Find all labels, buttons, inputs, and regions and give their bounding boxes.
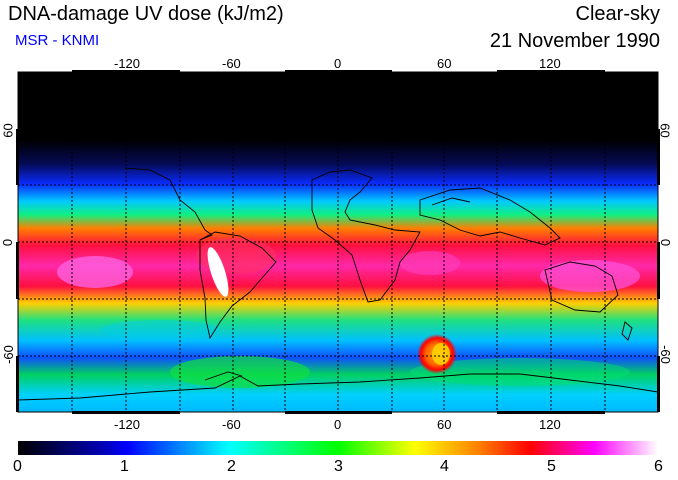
colorbar-label-6: 6 <box>654 458 663 475</box>
antarctic-green-band <box>170 356 310 388</box>
colorbar-label-5: 5 <box>547 458 556 475</box>
lon-tick-bottom-5: 120 <box>539 417 561 432</box>
lon-tick-top-5: 120 <box>539 56 561 71</box>
lon-tick-bottom-2: -60 <box>222 417 241 432</box>
lon-tick-bottom-3: 0 <box>334 417 342 432</box>
australia-coast <box>544 261 619 313</box>
west-pacific-dose-patch <box>540 260 640 292</box>
southern-green-band <box>410 358 630 386</box>
lon-tick-top-1: -120 <box>114 56 141 71</box>
antarctic-peninsula-coast <box>204 371 243 381</box>
colorbar-label-0: 0 <box>13 458 22 475</box>
map-title: DNA-damage UV dose (kJ/m2) <box>8 3 284 25</box>
new-zealand-coast <box>621 321 633 341</box>
graticule <box>18 72 658 412</box>
hotspot-core <box>432 343 450 365</box>
andes-maximum <box>207 247 229 297</box>
condition-label: Clear-sky <box>575 3 660 25</box>
lon-tick-bottom-4: 60 <box>437 417 452 432</box>
lon-tick-top-2: -60 <box>222 56 241 71</box>
arabia-coast <box>431 197 471 206</box>
colorbar-label-1: 1 <box>120 458 129 475</box>
colorbar-label-2: 2 <box>227 458 236 475</box>
pacific-high-dose-patch <box>57 256 133 288</box>
antarctica-coast <box>18 373 658 401</box>
lon-tick-top-3: 0 <box>334 56 342 71</box>
indian-ocean-dose-patch <box>400 251 460 275</box>
colorbar-label-4: 4 <box>440 458 449 475</box>
colorbar <box>18 441 658 455</box>
lon-tick-bottom-1: -120 <box>114 417 141 432</box>
south-america-coast <box>199 231 277 340</box>
frame-ticks <box>16 70 660 414</box>
asia-coast <box>419 187 561 246</box>
lon-tick-top-4: 60 <box>437 56 452 71</box>
southern-ocean-cyan-patch <box>100 320 220 340</box>
source-label: MSR - KNMI <box>15 32 100 49</box>
colorbar-label-3: 3 <box>334 458 343 475</box>
date-label: 21 November 1990 <box>489 30 660 52</box>
